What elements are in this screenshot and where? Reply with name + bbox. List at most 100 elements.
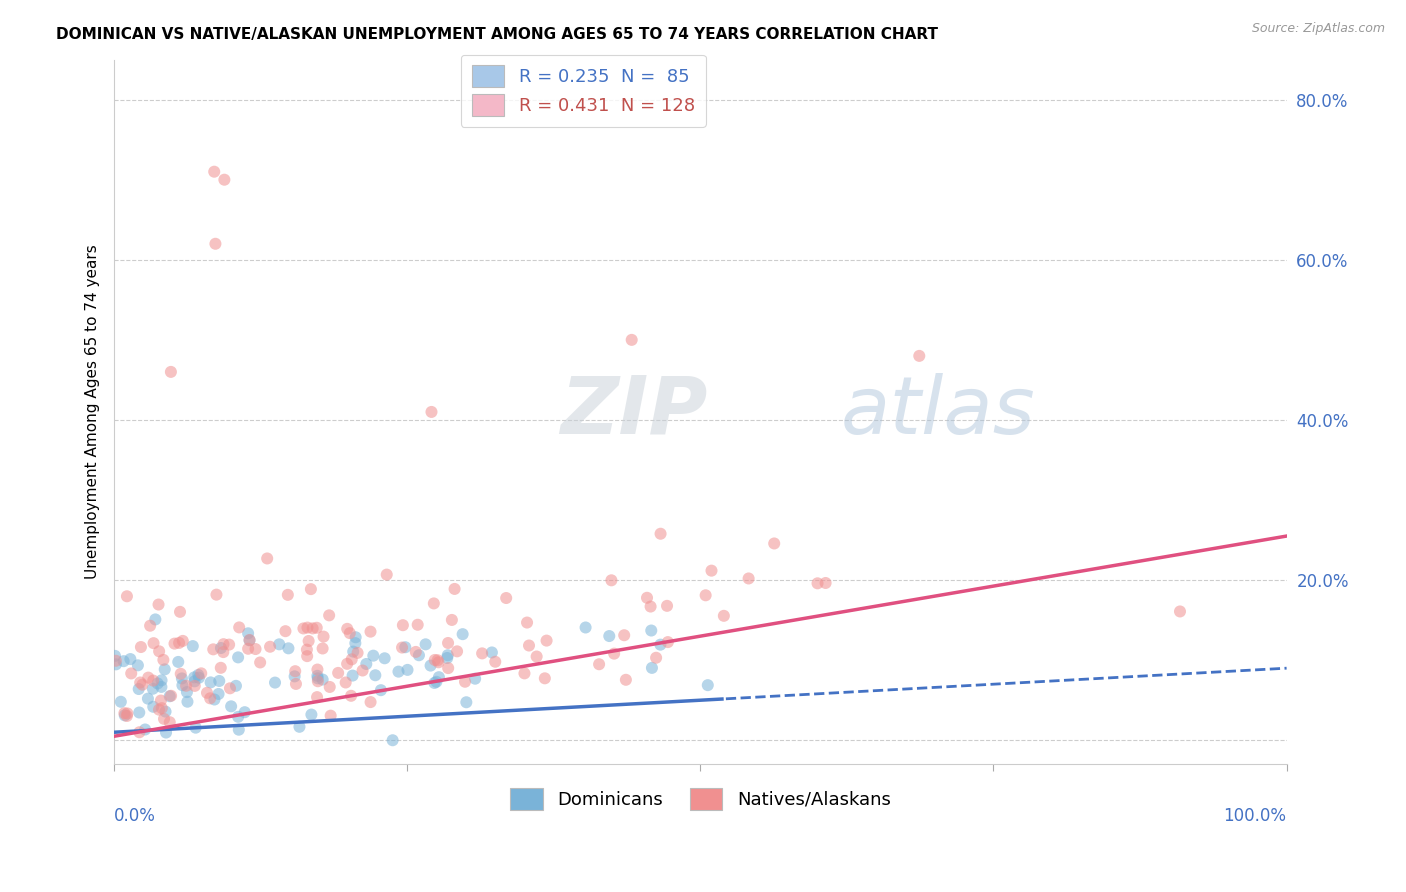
Point	[174, 679, 197, 693]
Point	[426, 653, 449, 667]
Point	[295, 649, 318, 664]
Point	[238, 632, 260, 647]
Point	[620, 333, 643, 347]
Legend: Dominicans, Natives/Alaskans: Dominicans, Natives/Alaskans	[501, 779, 900, 819]
Point	[167, 655, 190, 669]
Point	[360, 695, 382, 709]
Point	[277, 641, 299, 656]
Point	[284, 677, 307, 691]
Point	[454, 674, 477, 689]
Point	[346, 646, 368, 660]
Point	[344, 636, 367, 650]
Point	[115, 709, 138, 723]
Point	[142, 699, 165, 714]
Point	[214, 172, 236, 186]
Point	[517, 639, 540, 653]
Point	[456, 695, 478, 709]
Point	[312, 630, 335, 644]
Point	[640, 599, 662, 614]
Point	[259, 640, 281, 654]
Point	[128, 706, 150, 720]
Point	[352, 664, 374, 678]
Point	[274, 624, 297, 639]
Point	[184, 721, 207, 735]
Text: Source: ZipAtlas.com: Source: ZipAtlas.com	[1251, 22, 1385, 36]
Point	[134, 723, 156, 737]
Point	[392, 618, 415, 632]
Point	[112, 706, 135, 721]
Point	[117, 706, 139, 721]
Point	[170, 672, 193, 686]
Point	[153, 712, 176, 726]
Point	[120, 652, 142, 666]
Point	[136, 671, 159, 685]
Point	[814, 576, 837, 591]
Point	[1168, 604, 1191, 618]
Point	[319, 680, 342, 694]
Point	[202, 164, 225, 178]
Point	[127, 658, 149, 673]
Point	[436, 648, 458, 663]
Point	[208, 673, 231, 688]
Point	[342, 644, 364, 658]
Point	[516, 615, 538, 630]
Point	[645, 650, 668, 665]
Point	[170, 666, 193, 681]
Point	[307, 671, 329, 685]
Point	[299, 707, 322, 722]
Point	[120, 666, 142, 681]
Y-axis label: Unemployment Among Ages 65 to 74 years: Unemployment Among Ages 65 to 74 years	[86, 244, 100, 579]
Point	[640, 624, 662, 638]
Text: DOMINICAN VS NATIVE/ALASKAN UNEMPLOYMENT AMONG AGES 65 TO 74 YEARS CORRELATION C: DOMINICAN VS NATIVE/ALASKAN UNEMPLOYMENT…	[56, 27, 938, 42]
Point	[129, 640, 152, 654]
Point	[737, 572, 759, 586]
Point	[307, 674, 329, 689]
Point	[536, 633, 558, 648]
Point	[149, 693, 172, 707]
Point	[464, 672, 486, 686]
Point	[159, 715, 181, 730]
Point	[408, 648, 430, 663]
Point	[307, 663, 329, 677]
Point	[236, 626, 259, 640]
Point	[128, 681, 150, 696]
Point	[207, 687, 229, 701]
Point	[695, 588, 717, 602]
Point	[423, 596, 446, 610]
Point	[513, 666, 536, 681]
Point	[159, 690, 181, 704]
Point	[200, 675, 222, 690]
Point	[396, 663, 419, 677]
Point	[427, 655, 450, 669]
Point	[167, 636, 190, 650]
Text: ZIP: ZIP	[560, 373, 707, 451]
Point	[614, 673, 637, 687]
Point	[340, 689, 363, 703]
Point	[187, 668, 209, 682]
Point	[219, 681, 242, 696]
Point	[375, 567, 398, 582]
Point	[311, 673, 333, 687]
Point	[195, 686, 218, 700]
Point	[574, 620, 596, 634]
Point	[534, 671, 557, 685]
Point	[264, 675, 287, 690]
Point	[356, 657, 378, 671]
Point	[187, 671, 209, 685]
Point	[249, 656, 271, 670]
Point	[163, 637, 186, 651]
Point	[115, 589, 138, 603]
Point	[603, 647, 626, 661]
Point	[657, 635, 679, 649]
Point	[419, 658, 441, 673]
Point	[655, 599, 678, 613]
Point	[209, 640, 232, 655]
Point	[142, 673, 165, 688]
Point	[172, 633, 194, 648]
Point	[152, 653, 174, 667]
Point	[598, 629, 620, 643]
Point	[172, 678, 194, 692]
Point	[495, 591, 517, 605]
Point	[307, 690, 329, 705]
Point	[423, 653, 446, 667]
